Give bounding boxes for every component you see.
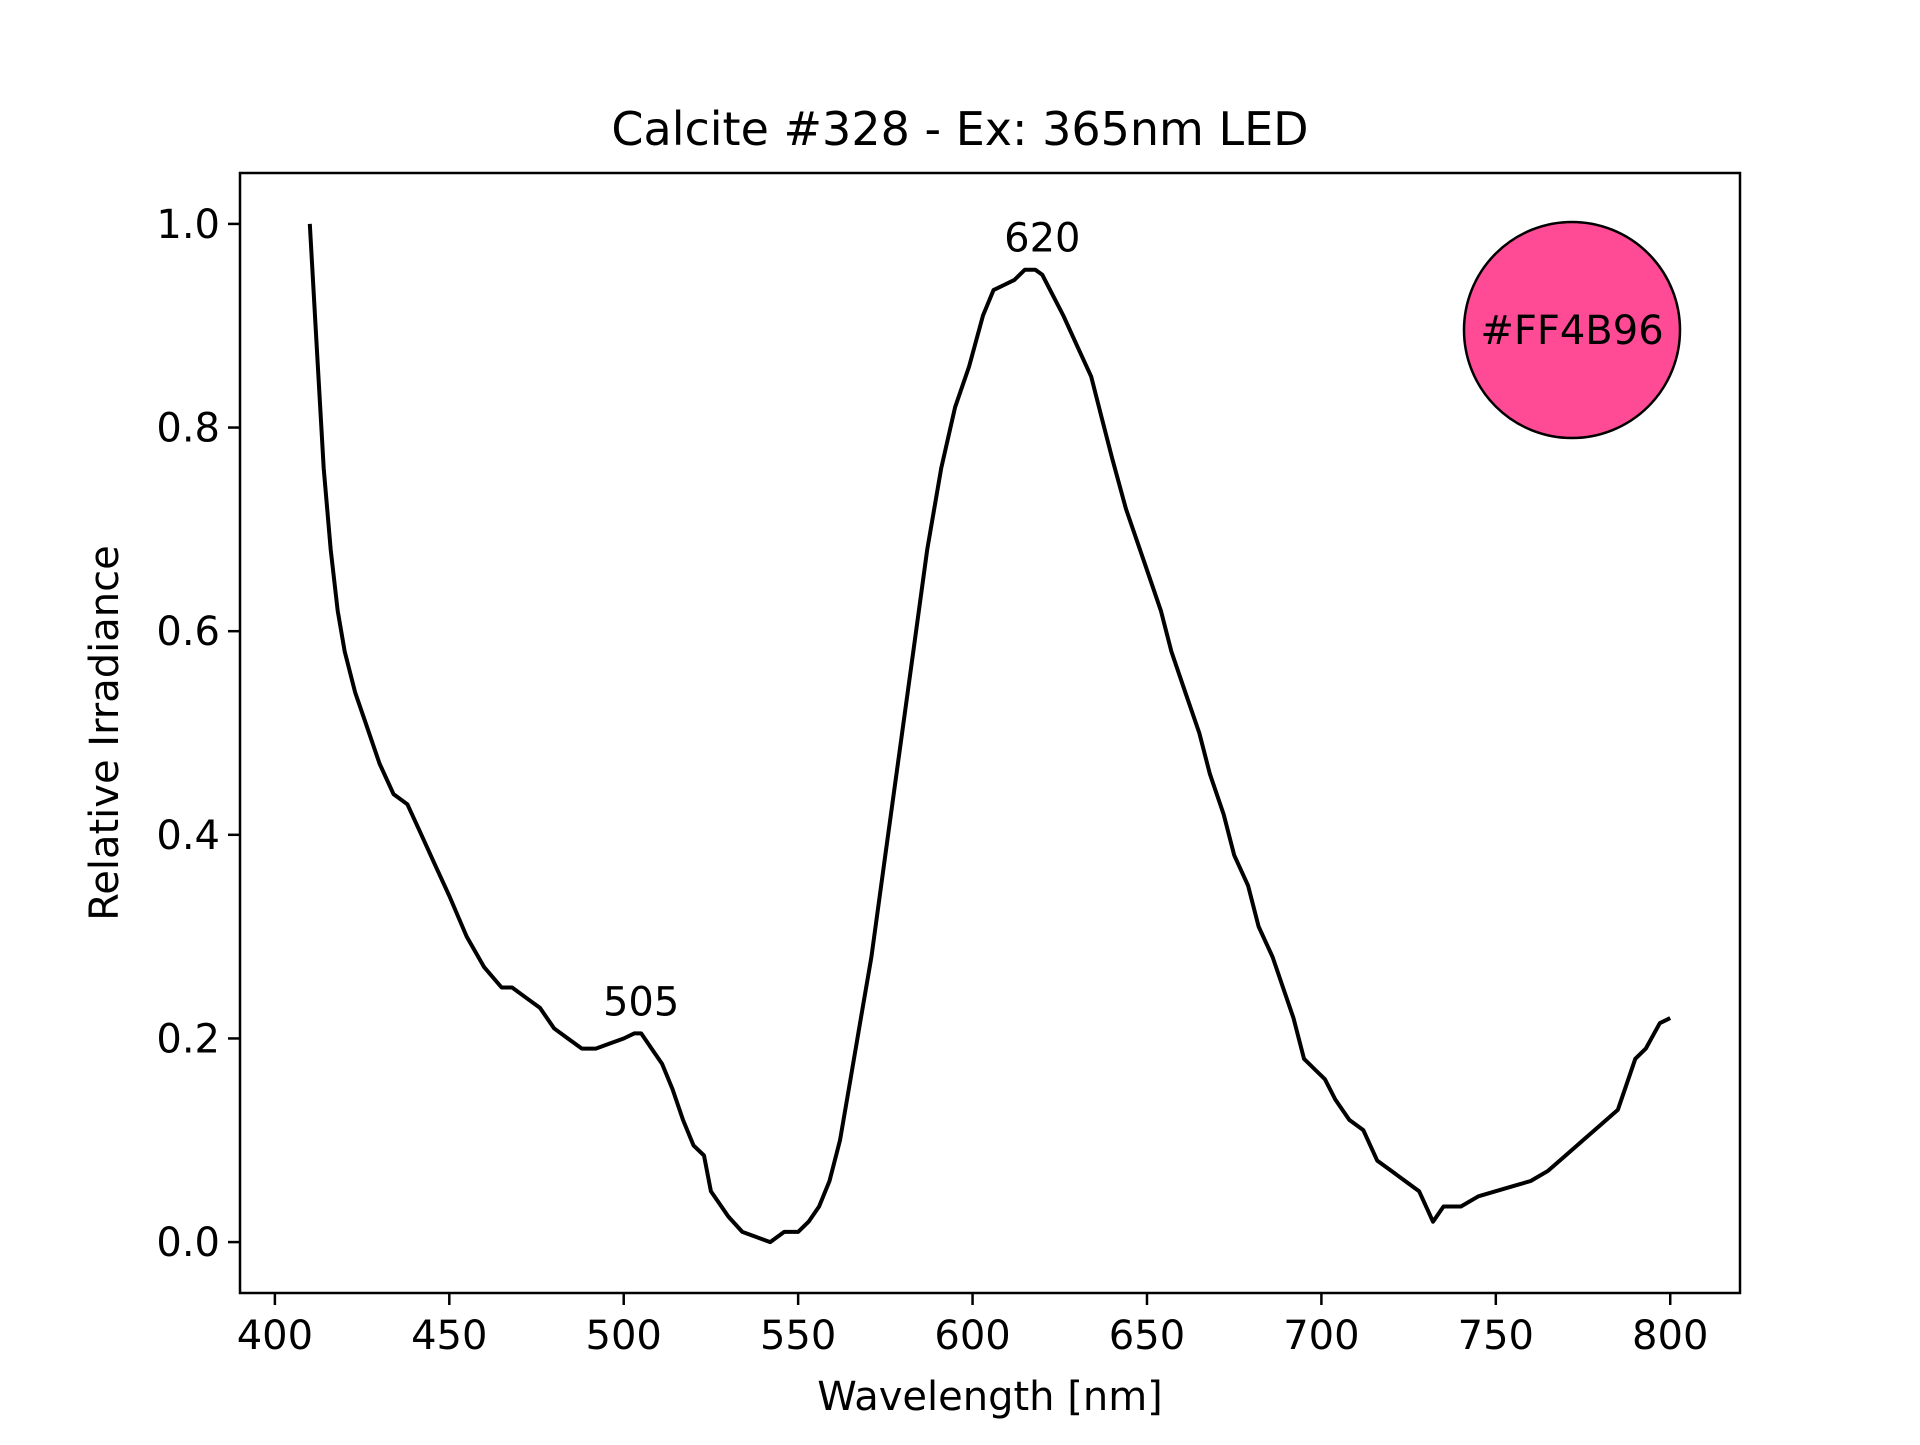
y-tick-label: 0.2 xyxy=(156,1016,220,1062)
x-tick-label: 700 xyxy=(1283,1313,1359,1359)
y-axis: 0.0 0.2 0.4 0.6 0.8 1.0 xyxy=(156,202,240,1266)
chart-title: Calcite #328 - Ex: 365nm LED xyxy=(611,102,1308,156)
x-tick-label: 750 xyxy=(1458,1313,1534,1359)
x-tick-label: 450 xyxy=(411,1313,487,1359)
y-tick-label: 0.8 xyxy=(156,406,220,452)
x-tick-label: 650 xyxy=(1109,1313,1185,1359)
x-axis: 400 450 500 550 600 650 700 750 800 xyxy=(237,1293,1708,1359)
color-swatch: #FF4B96 xyxy=(1462,220,1682,440)
peak-annotation: 620 xyxy=(1004,216,1080,262)
spectrum-line xyxy=(307,223,1672,1245)
x-tick-label: 500 xyxy=(586,1313,662,1359)
color-swatch-label: #FF4B96 xyxy=(1480,308,1663,354)
peak-annotation: 505 xyxy=(603,979,679,1025)
y-tick-label: 0.0 xyxy=(156,1220,220,1266)
plot-frame xyxy=(238,171,1742,1295)
y-axis-label: Relative Irradiance xyxy=(82,545,128,921)
y-tick-label: 0.6 xyxy=(156,609,220,655)
x-tick-label: 400 xyxy=(237,1313,313,1359)
color-swatch-circle xyxy=(1462,220,1682,440)
x-tick-label: 550 xyxy=(760,1313,836,1359)
plot-area: 505 620 xyxy=(307,216,1672,1245)
x-axis-label: Wavelength [nm] xyxy=(817,1374,1163,1420)
x-tick-label: 800 xyxy=(1632,1313,1708,1359)
y-tick-label: 0.4 xyxy=(156,813,220,859)
y-tick-label: 1.0 xyxy=(156,202,220,248)
x-tick-label: 600 xyxy=(934,1313,1010,1359)
